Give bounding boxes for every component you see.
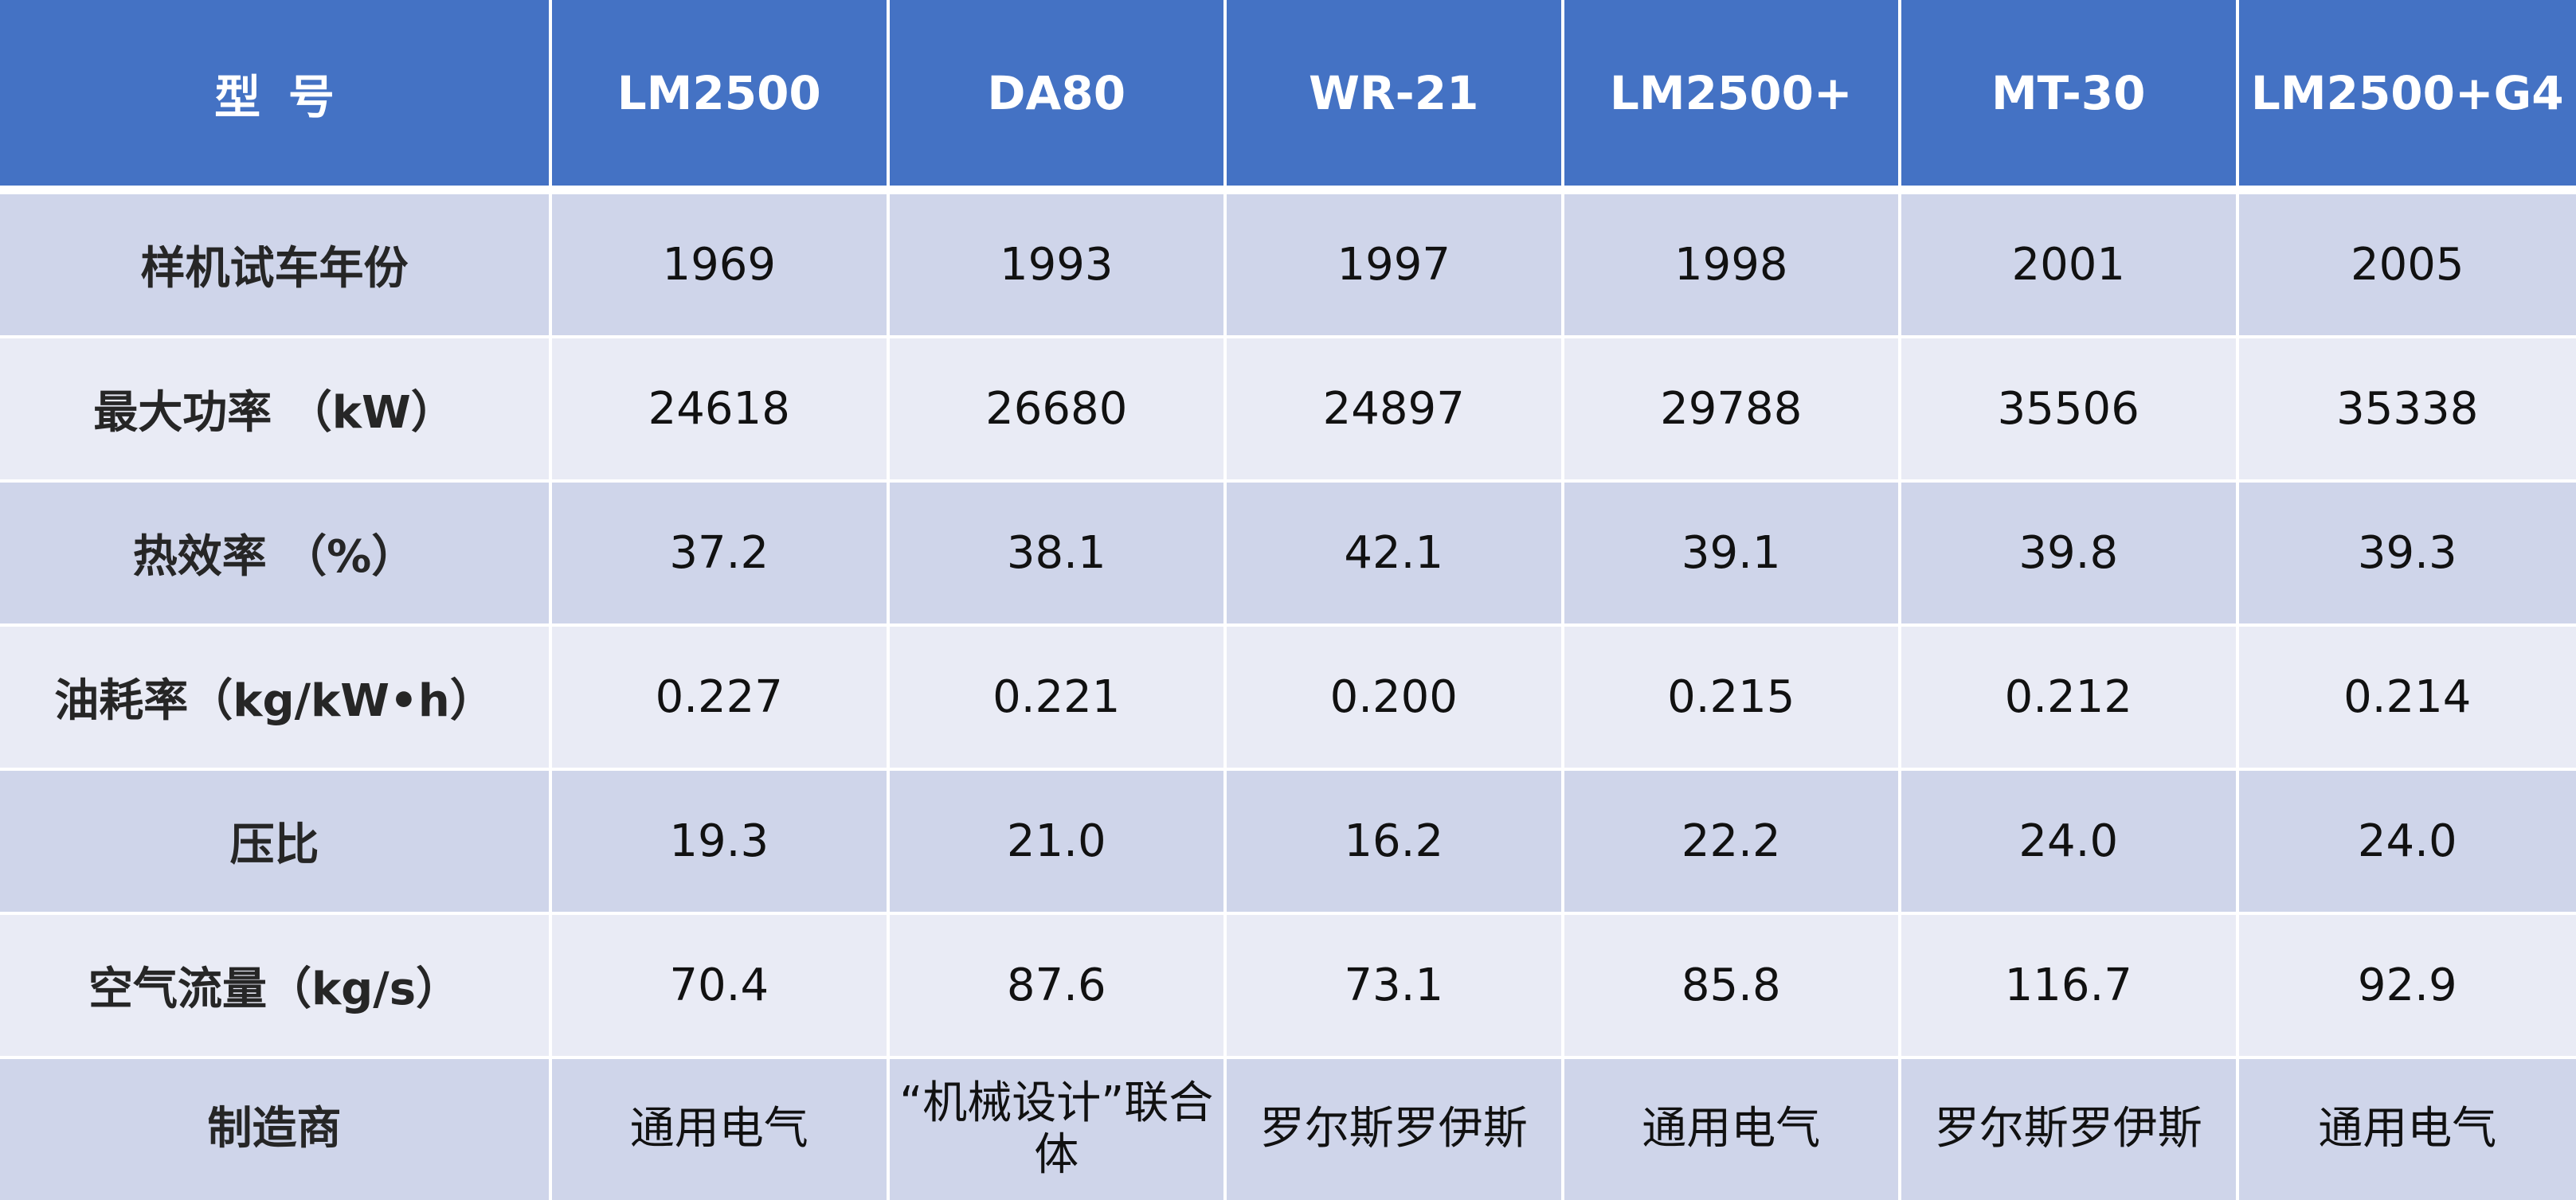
table-cell: 73.1 [1227,915,1564,1059]
table-cell: 39.8 [1901,483,2239,627]
table-cell: 通用电气 [2239,1059,2576,1200]
table-cell: 85.8 [1564,915,1902,1059]
table-cell: 24618 [552,338,890,483]
table-cell: 24.0 [1901,771,2239,915]
header-model: LM2500+ [1564,0,1902,194]
table-cell: 0.227 [552,627,890,771]
table-cell: 92.9 [2239,915,2576,1059]
table-cell: 0.200 [1227,627,1564,771]
table-cell: 1997 [1227,194,1564,338]
table-row-max-power: 最大功率 （kW） 24618 26680 24897 29788 35506 … [0,338,2576,483]
table-cell: “机械设计”联合体 [890,1059,1227,1200]
header-model: LM2500+G4 [2239,0,2576,194]
table-cell: 2001 [1901,194,2239,338]
table-cell: 38.1 [890,483,1227,627]
table-cell: 116.7 [1901,915,2239,1059]
table-cell: 21.0 [890,771,1227,915]
table-cell: 通用电气 [1564,1059,1902,1200]
row-label: 油耗率（kg/kW•h） [0,627,552,771]
table-cell: 2005 [2239,194,2576,338]
table-row-thermal-efficiency: 热效率 （%） 37.2 38.1 42.1 39.1 39.8 39.3 [0,483,2576,627]
table-row-air-flow: 空气流量（kg/s） 70.4 87.6 73.1 85.8 116.7 92.… [0,915,2576,1059]
table-cell: 37.2 [552,483,890,627]
table-cell: 1998 [1564,194,1902,338]
row-label: 制造商 [0,1059,552,1200]
table-cell: 24897 [1227,338,1564,483]
table-cell: 0.221 [890,627,1227,771]
header-row: 型号 LM2500 DA80 WR-21 LM2500+ MT-30 LM250… [0,0,2576,194]
table-cell: 26680 [890,338,1227,483]
table-cell: 16.2 [1227,771,1564,915]
table-row-pressure-ratio: 压比 19.3 21.0 16.2 22.2 24.0 24.0 [0,771,2576,915]
table-cell: 87.6 [890,915,1227,1059]
row-label: 样机试车年份 [0,194,552,338]
table-cell: 19.3 [552,771,890,915]
table-cell: 罗尔斯罗伊斯 [1901,1059,2239,1200]
table-cell: 通用电气 [552,1059,890,1200]
row-label: 热效率 （%） [0,483,552,627]
table-cell: 39.3 [2239,483,2576,627]
table-cell: 罗尔斯罗伊斯 [1227,1059,1564,1200]
table-cell: 1993 [890,194,1227,338]
table-cell: 24.0 [2239,771,2576,915]
row-label: 最大功率 （kW） [0,338,552,483]
table-cell: 22.2 [1564,771,1902,915]
header-model: MT-30 [1901,0,2239,194]
table-cell: 0.212 [1901,627,2239,771]
table-row-manufacturer: 制造商 通用电气 “机械设计”联合体 罗尔斯罗伊斯 通用电气 罗尔斯罗伊斯 通用… [0,1059,2576,1200]
table-row-test-year: 样机试车年份 1969 1993 1997 1998 2001 2005 [0,194,2576,338]
row-label: 空气流量（kg/s） [0,915,552,1059]
table-cell: 0.215 [1564,627,1902,771]
header-label: 型号 [0,0,552,194]
header-model: WR-21 [1227,0,1564,194]
table-cell: 1969 [552,194,890,338]
table-cell: 35506 [1901,338,2239,483]
table-cell: 70.4 [552,915,890,1059]
row-label: 压比 [0,771,552,915]
table-cell: 39.1 [1564,483,1902,627]
header-model: LM2500 [552,0,890,194]
table-cell: 29788 [1564,338,1902,483]
header-model: DA80 [890,0,1227,194]
table-cell: 42.1 [1227,483,1564,627]
table-row-fuel-consumption: 油耗率（kg/kW•h） 0.227 0.221 0.200 0.215 0.2… [0,627,2576,771]
table-cell: 35338 [2239,338,2576,483]
table-cell: 0.214 [2239,627,2576,771]
